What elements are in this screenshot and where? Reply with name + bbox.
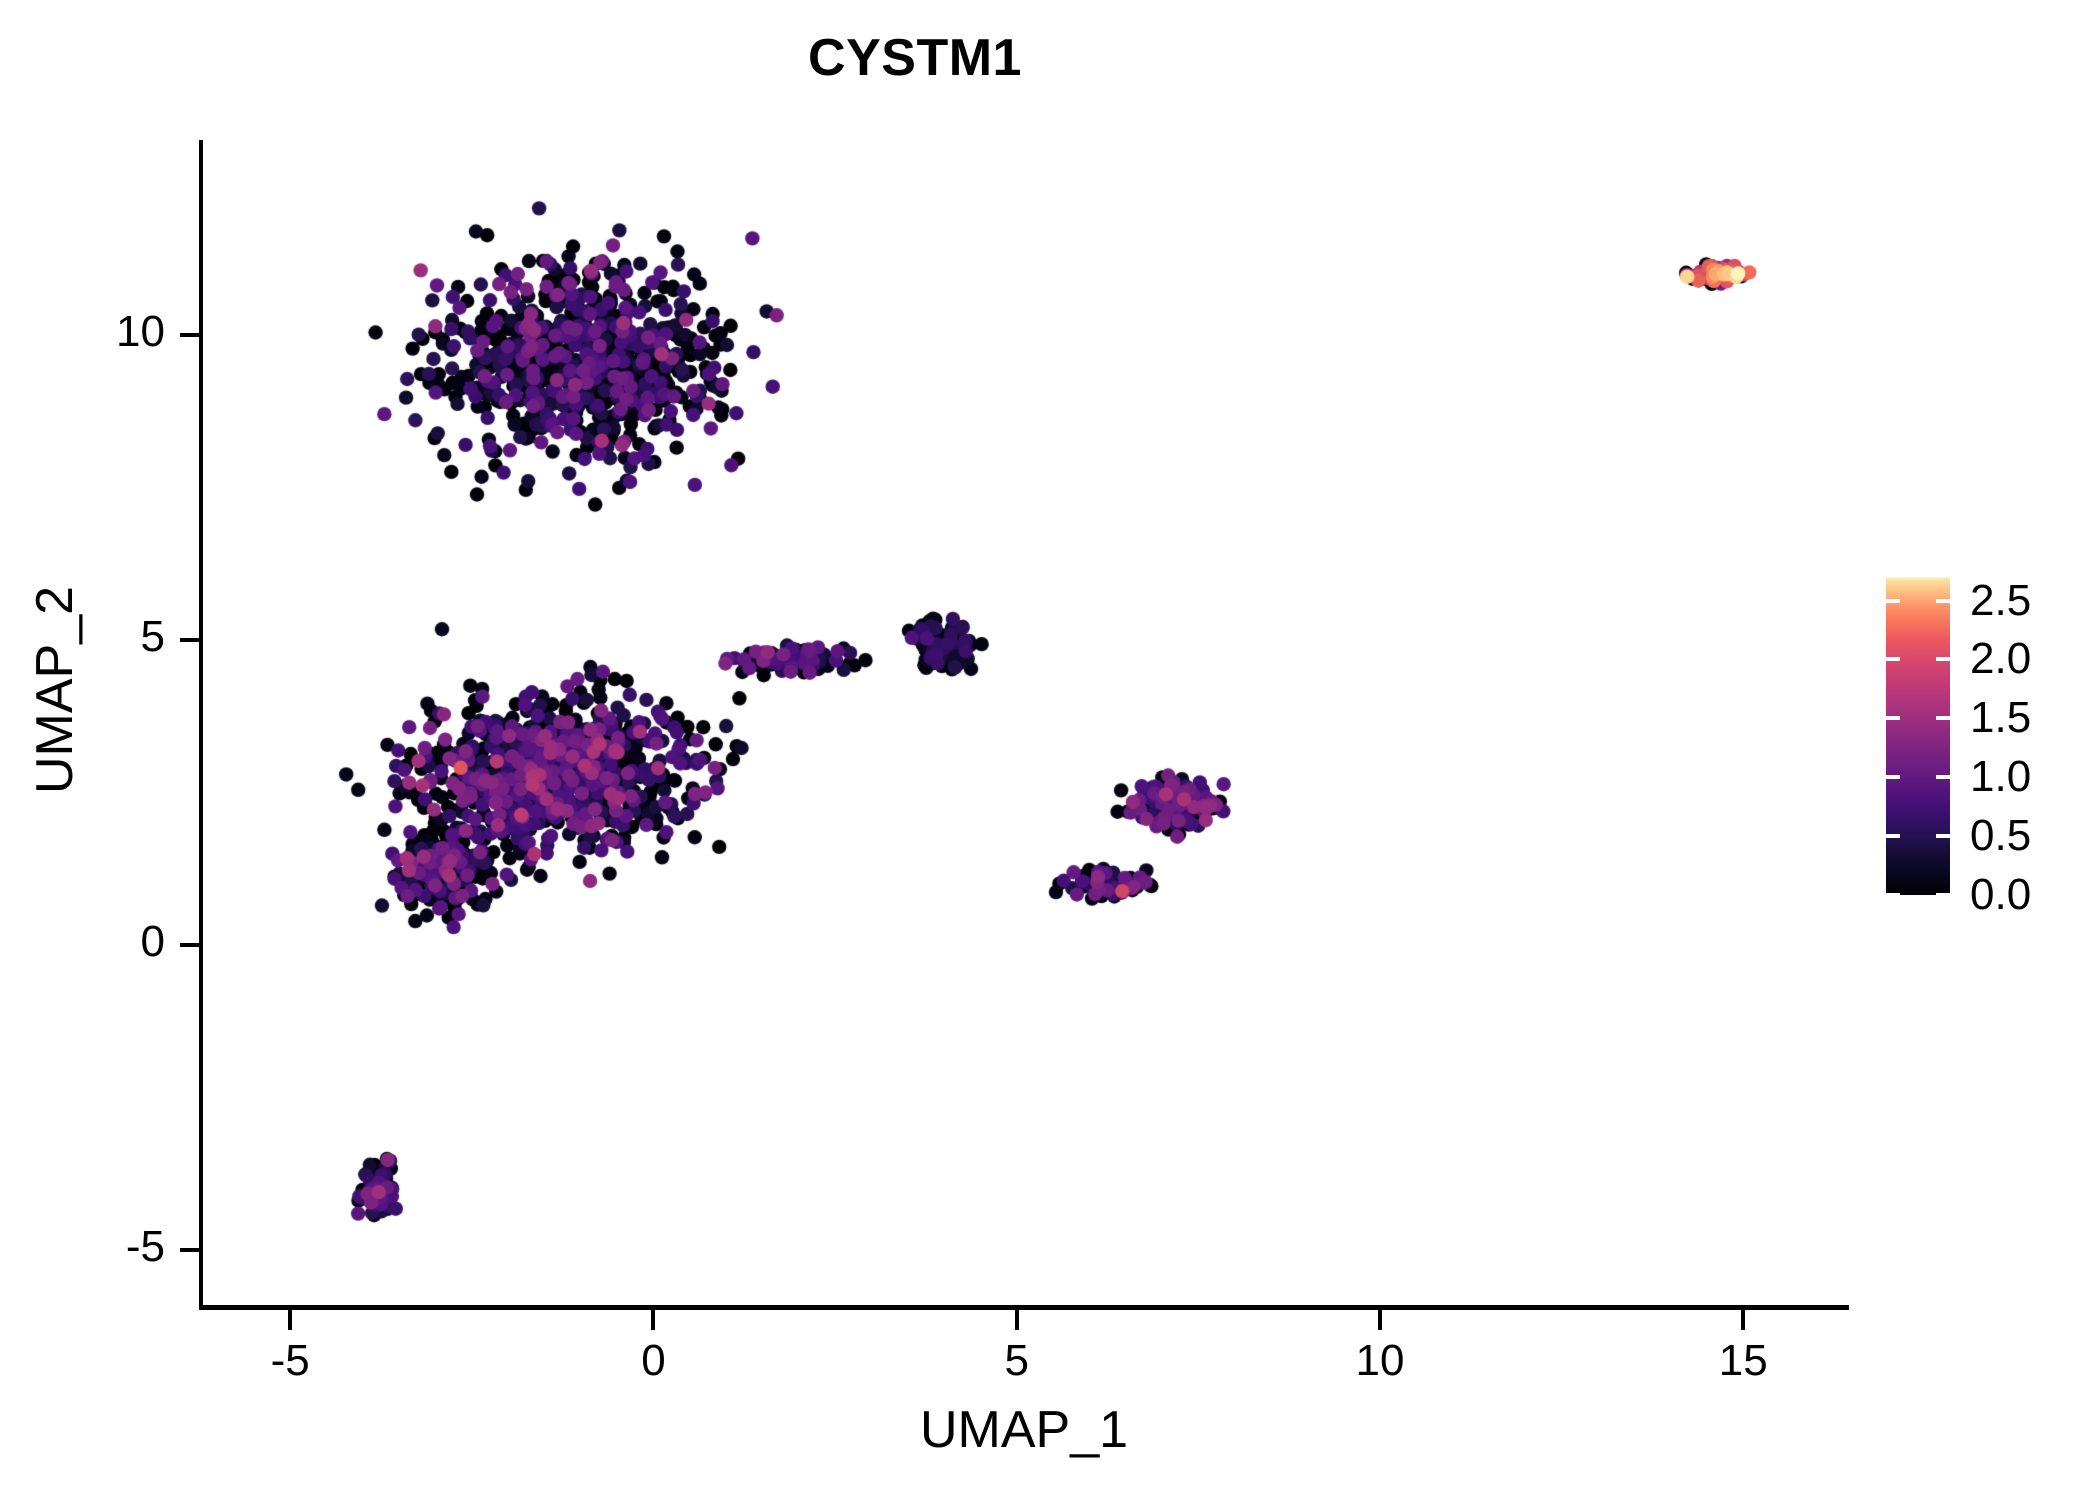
x-tick-5 bbox=[1014, 1310, 1019, 1330]
colorbar-tick-2.5 bbox=[1936, 598, 1950, 603]
colorbar-tick-2.5 bbox=[1886, 598, 1900, 603]
y-tick-label-5: 5 bbox=[140, 612, 165, 662]
y-axis-line bbox=[199, 140, 204, 1310]
colorbar-gradient bbox=[1886, 577, 1950, 897]
plot-panel bbox=[203, 140, 1845, 1305]
colorbar-tick-2.0 bbox=[1936, 657, 1950, 662]
colorbar-tick-2.0 bbox=[1886, 657, 1900, 662]
y-axis-title: UMAP_2 bbox=[26, 585, 84, 795]
colorbar-tick-1.5 bbox=[1936, 716, 1950, 721]
colorbar-label-1.0: 1.0 bbox=[1970, 752, 2032, 802]
y-tick-10 bbox=[180, 333, 200, 338]
y-tick-label-10: 10 bbox=[116, 307, 165, 357]
y-tick-label-0: 0 bbox=[140, 917, 165, 967]
colorbar-tick-0.5 bbox=[1886, 834, 1900, 839]
x-axis-title: UMAP_1 bbox=[919, 1401, 1129, 1459]
x-tick-15 bbox=[1741, 1310, 1746, 1330]
page-title: CYSTM1 bbox=[808, 29, 1022, 87]
x-tick--5 bbox=[288, 1310, 293, 1330]
x-tick-10 bbox=[1378, 1310, 1382, 1330]
colorbar-label-1.5: 1.5 bbox=[1970, 693, 2032, 743]
x-tick-label-5: 5 bbox=[1004, 1336, 1029, 1385]
colorbar-tick-1.0 bbox=[1886, 775, 1900, 780]
x-tick-label-10: 10 bbox=[1355, 1336, 1405, 1385]
x-tick-label-0: 0 bbox=[641, 1336, 666, 1385]
x-tick-label-15: 15 bbox=[1718, 1336, 1768, 1385]
colorbar-tick-0.0 bbox=[1936, 893, 1950, 897]
colorbar-label-2.5: 2.5 bbox=[1970, 575, 2032, 625]
y-tick-0 bbox=[180, 943, 200, 948]
y-tick--5 bbox=[180, 1248, 200, 1253]
colorbar-label-0.5: 0.5 bbox=[1970, 811, 2032, 861]
y-tick-label--5: -5 bbox=[125, 1222, 165, 1272]
colorbar-label-2.0: 2.0 bbox=[1970, 634, 2032, 684]
x-axis-line bbox=[199, 1305, 1849, 1310]
x-tick-0 bbox=[651, 1310, 656, 1330]
colorbar-tick-1.5 bbox=[1886, 716, 1900, 721]
colorbar-tick-1.0 bbox=[1936, 775, 1950, 780]
colorbar-tick-0.0 bbox=[1886, 893, 1900, 897]
colorbar-label-0.0: 0.0 bbox=[1970, 870, 2032, 919]
scatter-points bbox=[203, 140, 1845, 1305]
x-tick-label--5: -5 bbox=[270, 1336, 310, 1385]
colorbar-tick-0.5 bbox=[1936, 834, 1950, 839]
colorbar-legend: 2.5 2.0 1.5 1.0 0.5 0.0 bbox=[1886, 576, 2031, 919]
y-tick-5 bbox=[180, 638, 200, 643]
